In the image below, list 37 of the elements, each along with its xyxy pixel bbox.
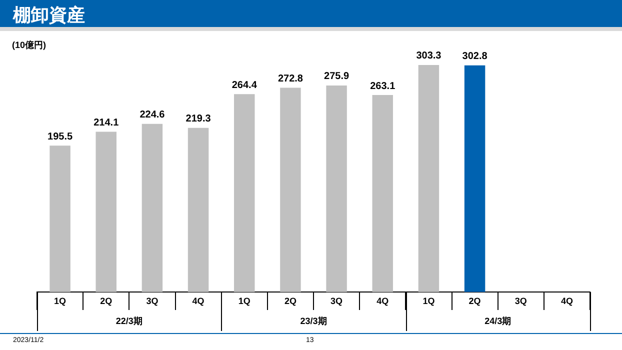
bar [372, 95, 393, 292]
x-tick-label: 4Q [376, 296, 389, 306]
x-tick-label: 3Q [146, 296, 158, 306]
x-tick-label: 4Q [192, 296, 204, 306]
data-label: 195.5 [48, 131, 73, 142]
y-axis-title: (10億円) [12, 39, 46, 52]
text: 22/3期 [116, 316, 142, 326]
x-tick-label: 1Q [54, 296, 66, 306]
x-tick-label: 2Q [284, 296, 296, 306]
bar [234, 94, 255, 292]
data-label: 264.4 [232, 80, 258, 91]
data-label: 219.3 [186, 114, 212, 125]
data-label: 214.1 [94, 117, 120, 128]
x-tick-label: 2Q [468, 296, 481, 306]
data-label: 263.1 [370, 80, 396, 92]
data-label: 272.8 [278, 74, 304, 85]
bar [96, 132, 116, 292]
x-tick-label: 1Q [238, 296, 250, 306]
bar [280, 88, 301, 292]
text: 23/3期 [300, 316, 327, 326]
bar [418, 64, 440, 292]
data-label: 275.9 [324, 71, 350, 82]
data-label: 224.6 [140, 110, 166, 121]
bar [142, 124, 163, 292]
x-tick-label: 3Q [330, 296, 343, 306]
x-tick-label: 4Q [560, 296, 573, 306]
x-tick-label: 2Q [100, 296, 112, 306]
bar [50, 146, 70, 292]
chart-title: 棚卸資産 [13, 4, 85, 27]
text: 24/3期 [484, 316, 512, 326]
data-label: 302.8 [462, 51, 488, 62]
bar [188, 128, 209, 292]
x-tick-label: 1Q [422, 296, 435, 306]
bar [326, 85, 347, 292]
bar [464, 65, 486, 292]
data-label: 303.3 [416, 50, 442, 62]
x-tick-label: 3Q [514, 296, 527, 306]
